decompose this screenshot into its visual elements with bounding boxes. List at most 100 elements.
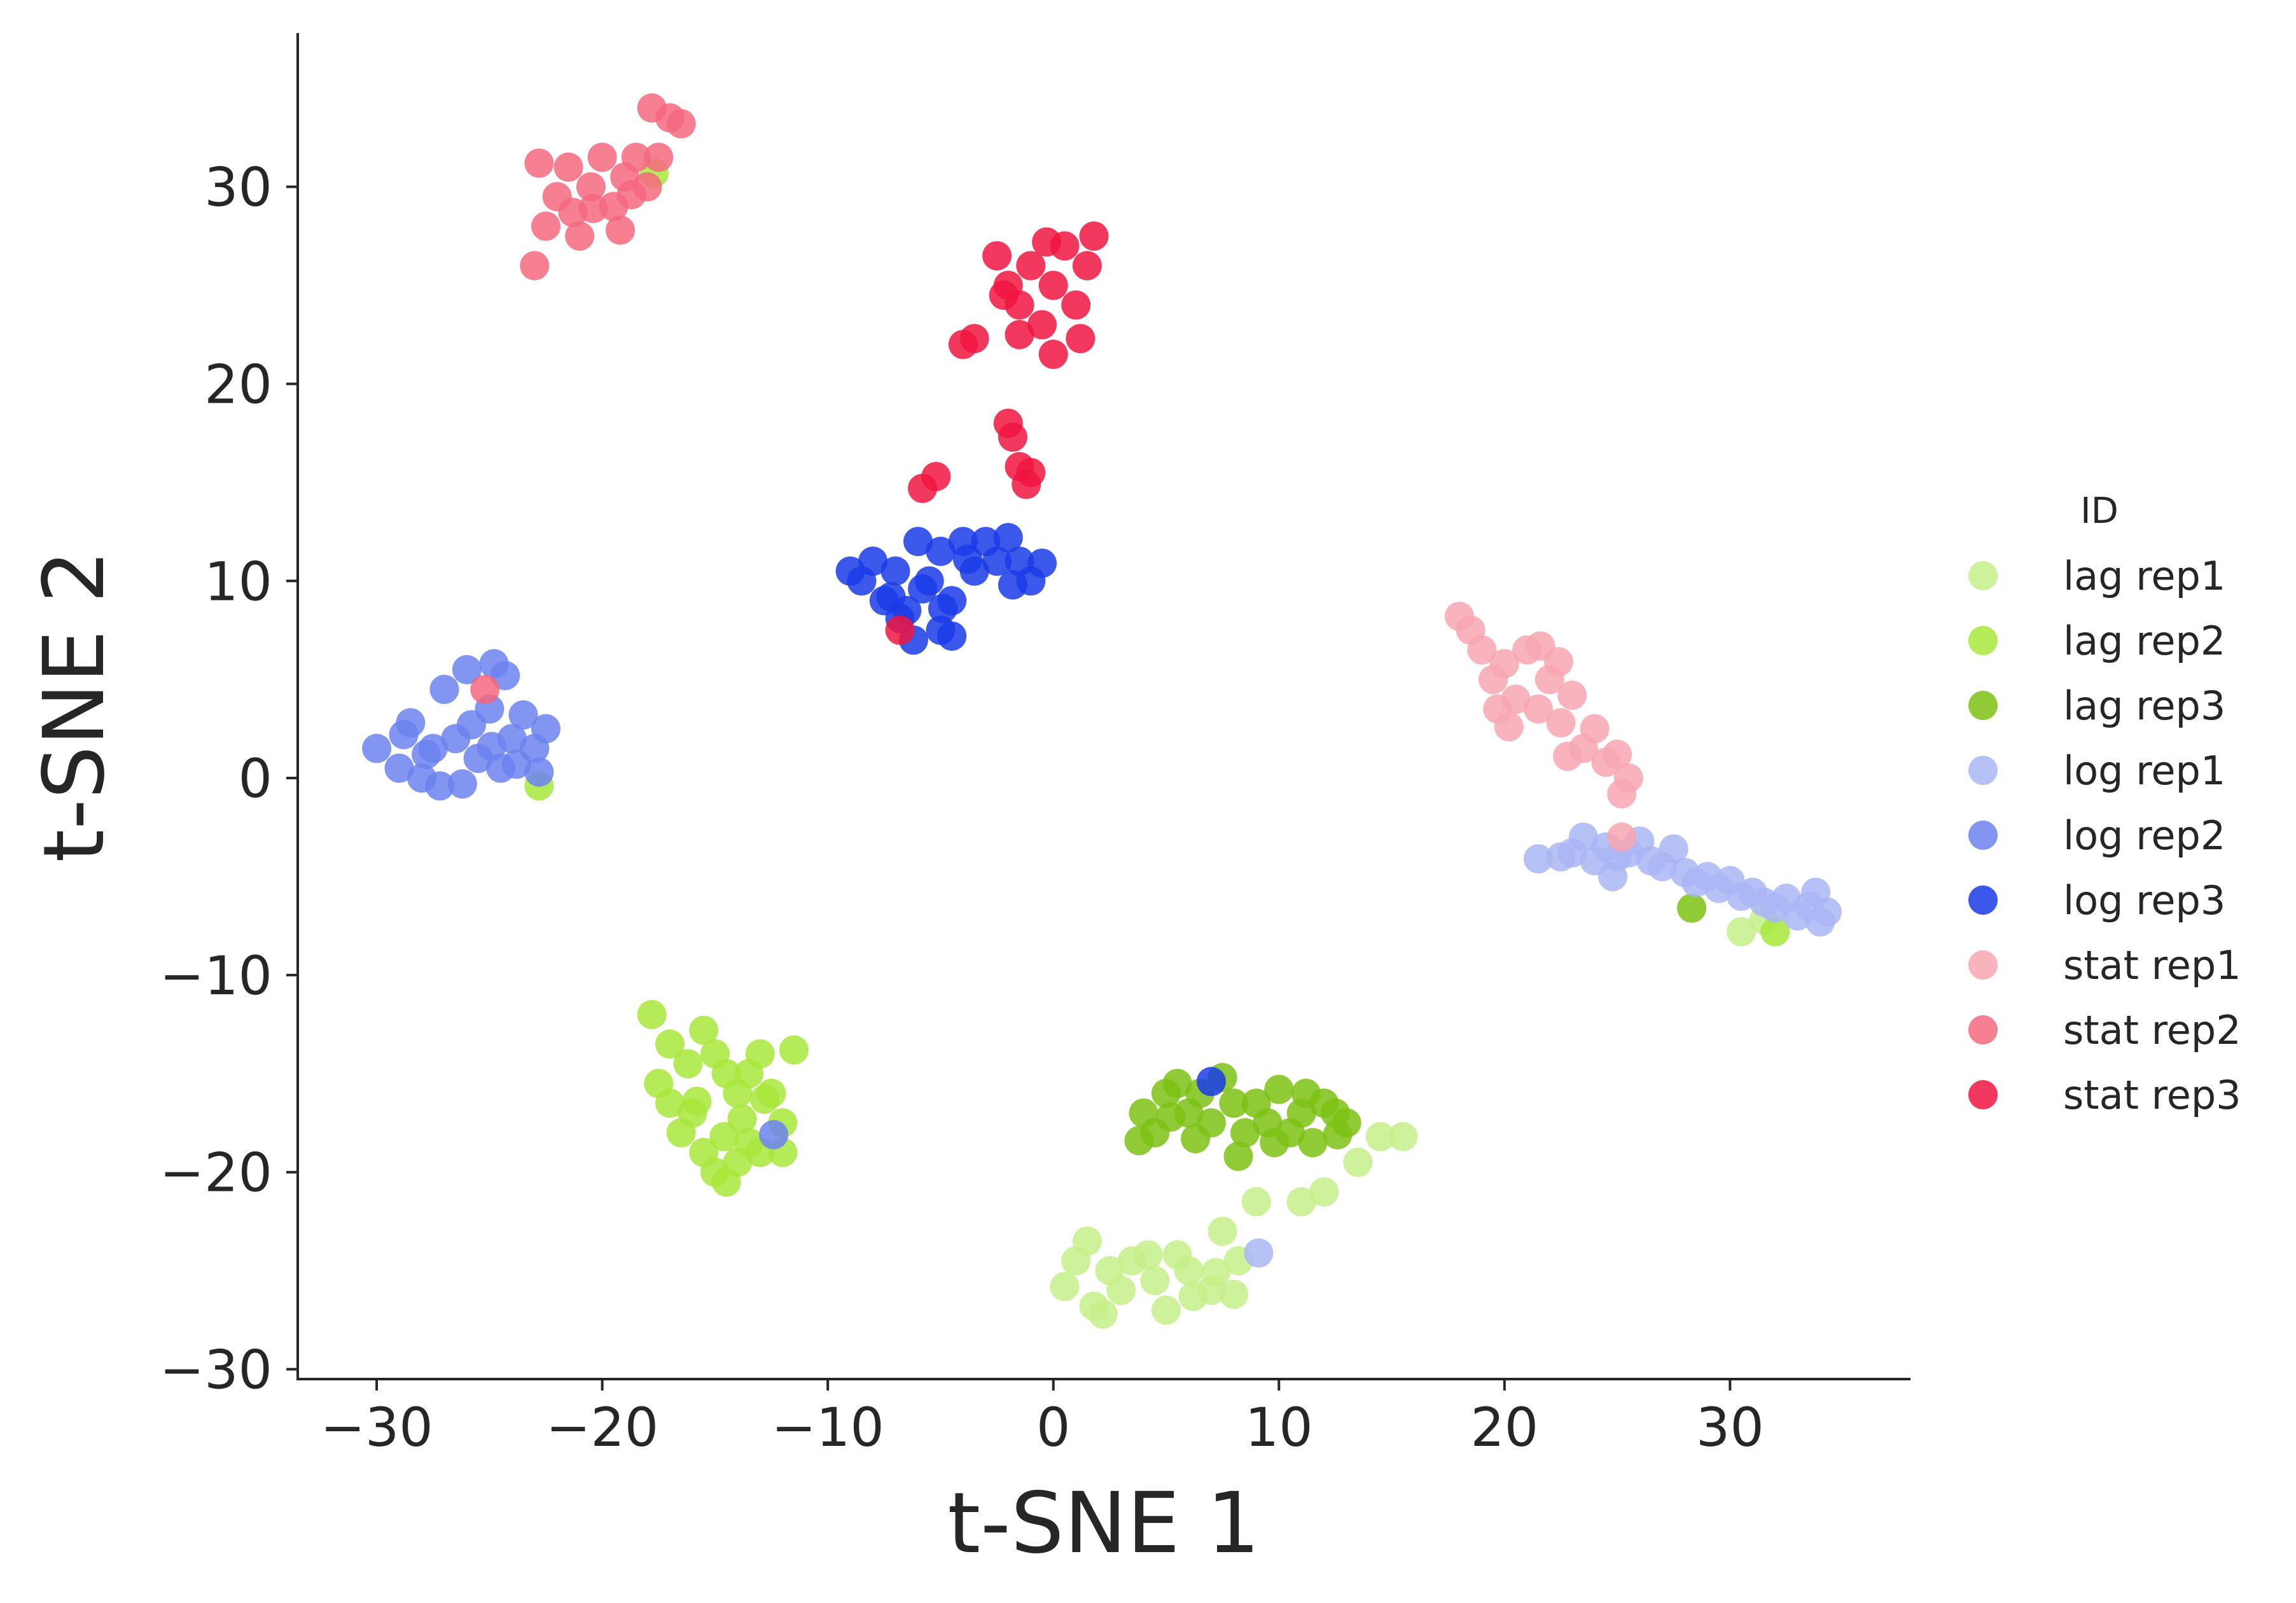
data-point <box>1181 1124 1211 1153</box>
data-point <box>1323 1120 1353 1149</box>
data-point <box>1066 324 1096 354</box>
data-point <box>921 462 951 492</box>
series-lag-rep1 <box>1050 905 1779 1329</box>
data-point <box>447 769 477 799</box>
data-point <box>508 700 538 730</box>
data-point <box>1088 1299 1118 1329</box>
data-point <box>1032 227 1062 257</box>
data-point <box>452 655 482 684</box>
y-tick-label: −20 <box>160 1142 272 1204</box>
data-point <box>531 211 560 241</box>
legend-label: stat rep3 <box>2063 1072 2241 1118</box>
data-point <box>759 1120 789 1149</box>
data-point <box>565 221 595 251</box>
data-point <box>993 523 1023 553</box>
data-point <box>1050 1272 1080 1301</box>
data-point <box>926 536 956 566</box>
data-point <box>655 1088 685 1118</box>
data-point <box>1223 1141 1253 1171</box>
data-point <box>727 1104 757 1134</box>
data-point <box>1568 822 1598 852</box>
data-point <box>1260 1128 1290 1158</box>
data-point <box>362 733 392 763</box>
data-point <box>1201 1258 1230 1287</box>
data-point <box>1230 1118 1260 1148</box>
data-point <box>412 739 442 769</box>
data-point <box>1677 893 1707 923</box>
data-point <box>1072 251 1102 281</box>
data-point <box>982 241 1012 271</box>
data-point <box>1543 647 1573 677</box>
data-point <box>673 1049 703 1079</box>
series-lag-rep2 <box>524 158 1790 1197</box>
data-point <box>749 1085 779 1114</box>
legend-marker <box>1968 885 1998 915</box>
legend-label: lag rep3 <box>2063 683 2225 729</box>
data-point <box>682 1086 712 1116</box>
data-point <box>1553 742 1583 771</box>
series-stat-rep3 <box>885 221 1109 645</box>
data-point <box>1291 1078 1321 1108</box>
legend-marker <box>1968 691 1998 720</box>
ticks-layer: −30 −20 −10 0 10 20 30 −30 −20 −10 0 10 20 30 <box>160 156 1764 1459</box>
x-axis-title: t-SNE 1 <box>947 1475 1260 1572</box>
x-tick-label: 0 <box>1036 1396 1070 1459</box>
y-tick-label: 20 <box>204 353 272 415</box>
y-tick-label: 0 <box>239 747 272 810</box>
data-point <box>384 753 414 783</box>
legend-label: log rep2 <box>2063 812 2225 859</box>
data-point <box>1106 1275 1136 1305</box>
data-point <box>616 180 646 209</box>
legend-marker <box>1968 1015 1998 1044</box>
data-point <box>1298 1128 1328 1158</box>
data-point <box>1061 290 1091 320</box>
data-point <box>637 93 667 123</box>
data-point <box>1162 1069 1192 1099</box>
data-point <box>1524 844 1553 874</box>
data-point <box>1207 1216 1237 1246</box>
data-point <box>1079 221 1109 251</box>
data-point <box>745 1039 775 1069</box>
x-tick-label: 20 <box>1470 1396 1538 1459</box>
data-point <box>1760 917 1790 947</box>
data-point <box>524 757 554 787</box>
x-tick-label: 10 <box>1245 1396 1313 1459</box>
data-point <box>1072 1226 1102 1256</box>
y-axis-title: t-SNE 2 <box>25 550 123 862</box>
data-point <box>1603 739 1632 769</box>
data-point <box>1489 649 1519 679</box>
x-tick-label: −10 <box>772 1396 884 1459</box>
legend-marker <box>1968 1080 1998 1109</box>
data-point <box>1162 1240 1192 1270</box>
x-tick-label: 30 <box>1696 1396 1764 1459</box>
legend-label: log rep1 <box>2063 747 2225 794</box>
data-point <box>425 771 455 801</box>
data-point <box>553 152 583 182</box>
data-point <box>1467 635 1497 665</box>
data-point <box>1244 1238 1274 1268</box>
data-point <box>524 148 554 178</box>
axes-layer <box>296 33 1910 1380</box>
data-point <box>1140 1266 1170 1296</box>
data-point <box>1286 1187 1316 1217</box>
data-point <box>1607 779 1637 808</box>
data-point <box>1557 681 1587 710</box>
data-point <box>1241 1187 1271 1217</box>
data-point <box>587 142 617 172</box>
data-point <box>666 109 696 139</box>
data-point <box>908 574 938 604</box>
legend-marker <box>1968 950 1998 980</box>
legend-marker <box>1968 821 1998 850</box>
legend-label: stat rep1 <box>2063 942 2241 989</box>
data-point <box>655 1029 685 1059</box>
data-point <box>1016 251 1046 281</box>
data-point <box>501 749 531 779</box>
data-point <box>1727 917 1757 947</box>
data-point <box>644 142 674 172</box>
legend-label: lag rep2 <box>2063 618 2225 664</box>
data-point <box>689 1015 719 1045</box>
data-point <box>637 999 667 1029</box>
data-point <box>998 422 1027 452</box>
data-point <box>1343 1148 1373 1177</box>
